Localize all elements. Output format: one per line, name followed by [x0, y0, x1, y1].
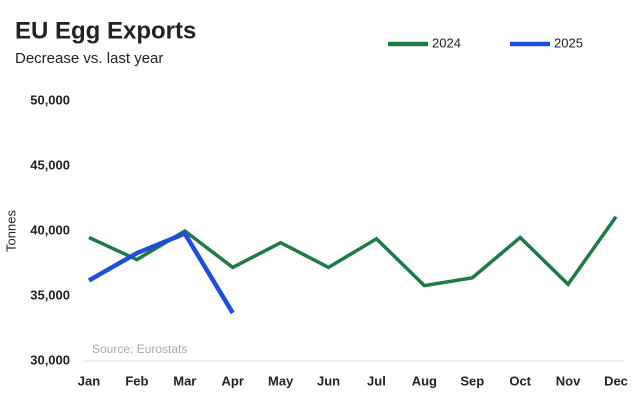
x-tick-label: Jun	[317, 373, 340, 388]
y-tick-label: 35,000	[30, 287, 70, 302]
x-tick-label: Jul	[367, 373, 386, 388]
y-tick-label: 50,000	[30, 92, 70, 107]
y-axis-label: Tonnes	[3, 210, 18, 252]
y-tick-label: 30,000	[30, 352, 70, 367]
chart-subtitle: Decrease vs. last year	[15, 50, 163, 67]
x-tick-label: May	[268, 373, 294, 388]
legend-label: 2025	[554, 35, 583, 50]
annotation: Source: Eurostats	[92, 342, 187, 356]
x-tick-label: Apr	[222, 373, 244, 388]
x-tick-label: Dec	[604, 373, 628, 388]
x-tick-label: Oct	[509, 373, 531, 388]
x-tick-label: Feb	[125, 373, 148, 388]
x-tick-label: Aug	[412, 373, 437, 388]
series-line	[87, 230, 235, 315]
x-tick-label: Jan	[78, 373, 100, 388]
x-tick-label: Mar	[173, 373, 196, 388]
series-line	[88, 215, 618, 288]
chart-title: EU Egg Exports	[15, 17, 196, 44]
legend-label: 2024	[432, 35, 461, 50]
x-tick-label: Sep	[460, 373, 484, 388]
y-tick-label: 45,000	[30, 157, 70, 172]
y-tick-label: 40,000	[30, 222, 70, 237]
x-tick-label: Nov	[556, 373, 581, 388]
